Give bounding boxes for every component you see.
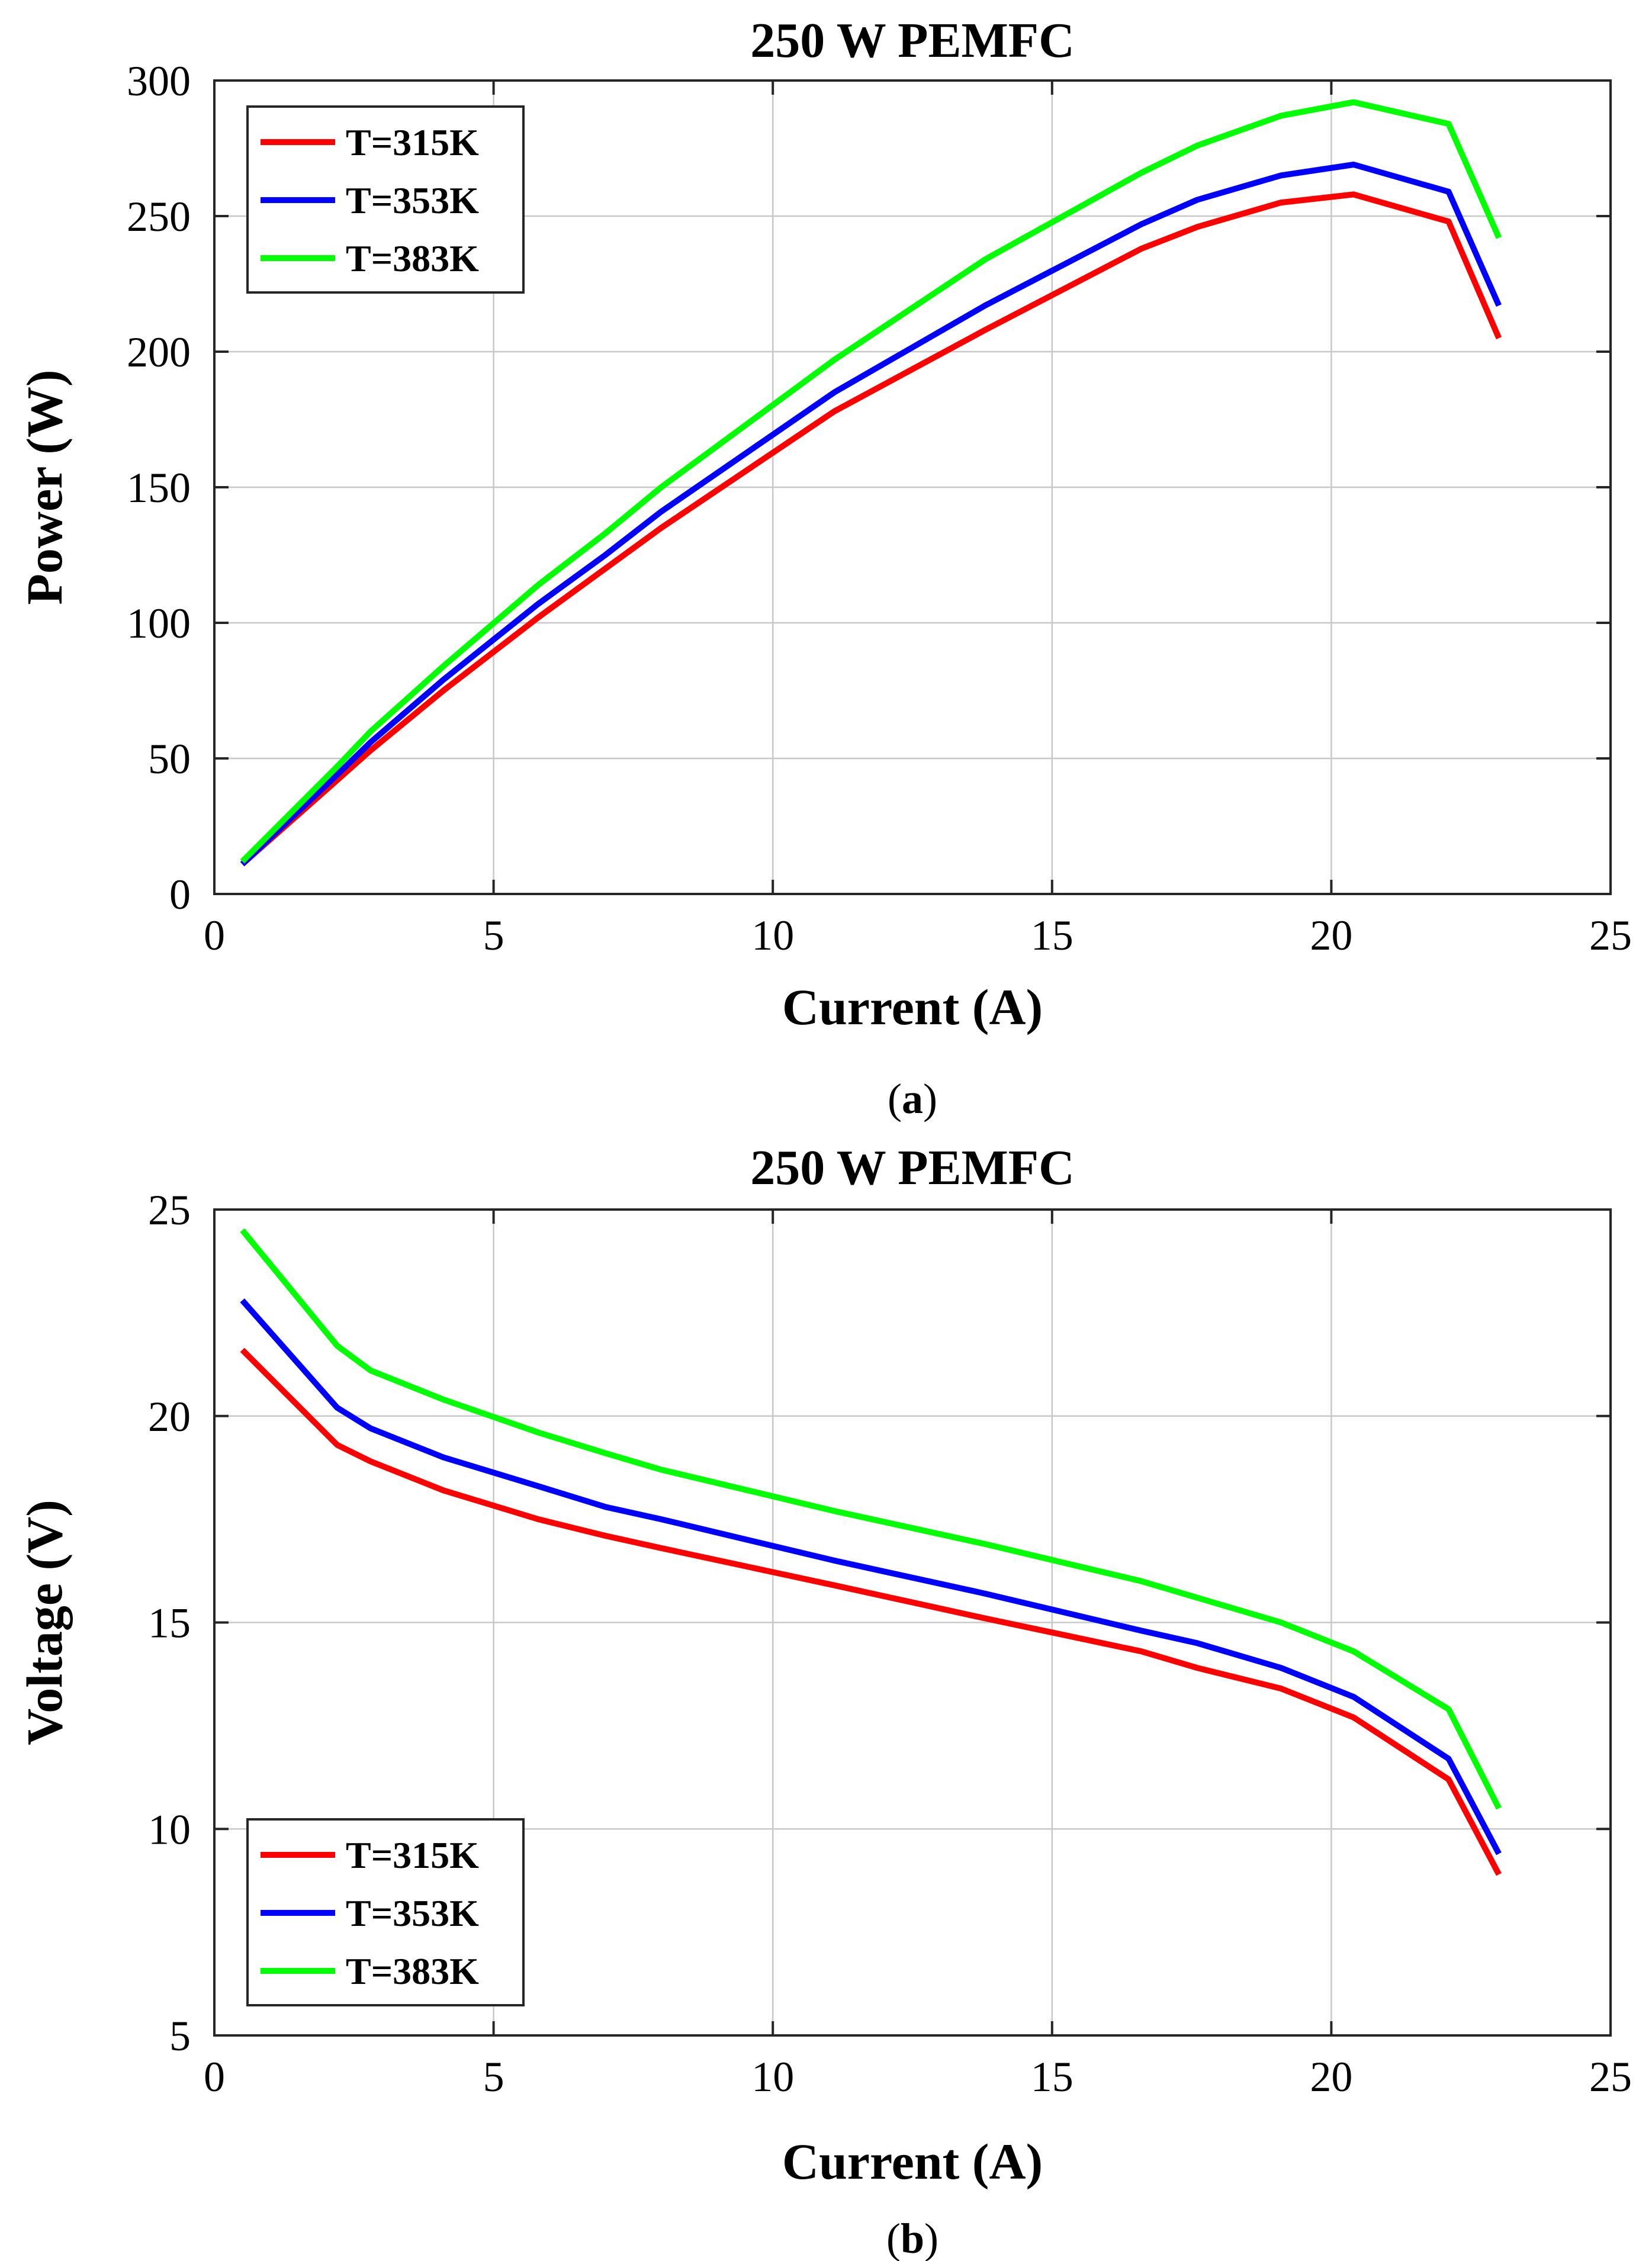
y-tick-label: 150	[127, 464, 191, 512]
series-line-t-315k	[240, 191, 1502, 867]
x-tick-label: 5	[483, 912, 504, 959]
series-line-t-353k	[240, 1298, 1502, 1855]
y-tick-label: 20	[148, 1393, 191, 1440]
x-tick-label: 0	[204, 2053, 225, 2101]
y-axis-label: Voltage (V)	[16, 1500, 73, 1745]
x-tick-label: 15	[1031, 2053, 1074, 2101]
caption-open-paren: (	[888, 1075, 902, 1123]
legend-label: T=315K	[346, 121, 479, 163]
y-tick-label: 25	[148, 1186, 191, 1234]
legend-label: T=315K	[346, 1834, 479, 1876]
x-tick-label: 15	[1031, 912, 1074, 959]
y-tick-label: 50	[148, 735, 191, 783]
legend-item: T=315K	[261, 121, 479, 163]
y-tick-label: 5	[169, 2012, 191, 2060]
caption-close-paren: )	[923, 1075, 937, 1123]
voltage-chart-panel: 250 W PEMFC Current (A) Voltage (V) (b) …	[16, 1140, 1632, 2261]
series-line-t-353k	[240, 162, 1502, 867]
series-line-t-383k	[240, 1228, 1502, 1810]
legend-label: T=383K	[346, 237, 479, 279]
legend-item: T=383K	[261, 1950, 479, 1992]
chart-title: 250 W PEMFC	[750, 13, 1075, 68]
y-tick-label: 300	[127, 57, 191, 105]
caption-open-paren: (	[886, 2215, 901, 2261]
x-tick-label: 10	[751, 2053, 794, 2101]
caption-letter: b	[901, 2215, 924, 2261]
x-tick-label: 10	[751, 912, 794, 959]
panel-caption: (a)	[888, 1075, 937, 1123]
legend-item: T=353K	[261, 179, 479, 221]
legend-item: T=353K	[261, 1892, 479, 1934]
legend-label: T=383K	[346, 1950, 479, 1992]
x-tick-label: 25	[1589, 912, 1632, 959]
legend-item: T=315K	[261, 1834, 479, 1876]
legend-label: T=353K	[346, 179, 479, 221]
caption-close-paren: )	[924, 2215, 939, 2261]
x-axis-label: Current (A)	[782, 2133, 1043, 2190]
x-tick-label: 20	[1310, 912, 1352, 959]
y-tick-label: 100	[127, 600, 191, 647]
panel-caption: (b)	[886, 2215, 939, 2261]
legend: T=315K T=353K T=383K	[246, 105, 525, 294]
legend: T=315K T=353K T=383K	[246, 1818, 525, 2006]
x-tick-label: 25	[1589, 2053, 1632, 2101]
y-tick-label: 10	[148, 1806, 191, 1853]
y-axis-label: Power (W)	[16, 369, 73, 604]
power-chart-panel: 250 W PEMFC Current (A) Power (W) (a) 0 5…	[16, 13, 1632, 1123]
y-tick-label: 0	[169, 871, 191, 918]
x-tick-label: 0	[204, 912, 225, 959]
x-axis-label: Current (A)	[782, 979, 1043, 1035]
x-tick-label: 20	[1310, 2053, 1352, 2101]
series-line-t-315k	[240, 1347, 1502, 1876]
caption-letter: a	[902, 1075, 923, 1123]
legend-label: T=353K	[346, 1892, 479, 1934]
y-tick-label: 250	[127, 193, 191, 240]
legend-item: T=383K	[261, 237, 479, 279]
chart-title: 250 W PEMFC	[750, 1140, 1075, 1195]
y-tick-label: 200	[127, 329, 191, 376]
series-line-t-383k	[240, 99, 1502, 864]
x-tick-label: 5	[483, 2053, 504, 2101]
y-tick-label: 15	[148, 1600, 191, 1647]
